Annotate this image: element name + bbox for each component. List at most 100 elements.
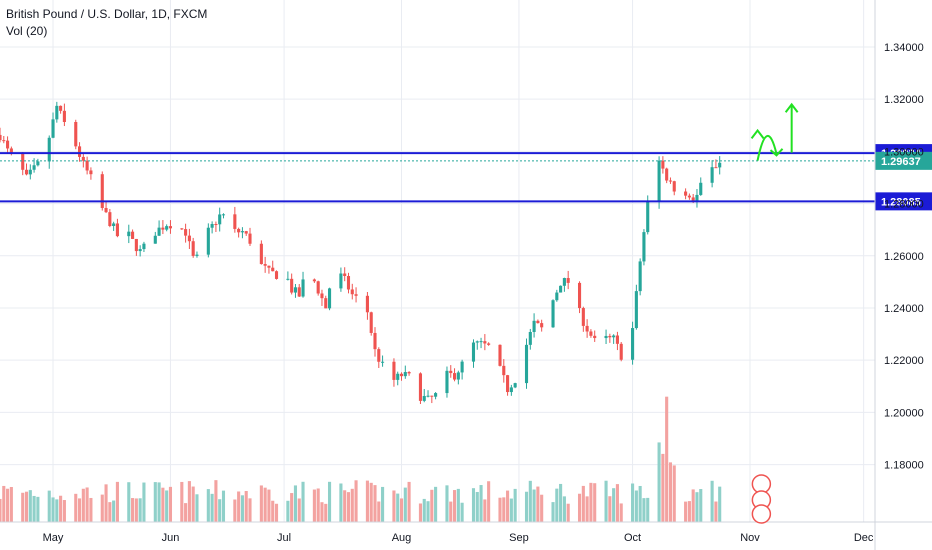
- candle-body: [47, 137, 51, 162]
- volume-bar: [290, 493, 294, 522]
- volume-bar: [604, 480, 608, 522]
- volume-bar: [631, 483, 635, 522]
- candle-body: [312, 279, 316, 282]
- price-axis[interactable]: 1.34000 1.32000 1.30000 1.28000 1.26000 1.240…: [874, 0, 924, 550]
- volume-bar: [691, 489, 695, 522]
- volume-bar: [354, 480, 358, 522]
- volume-bar: [551, 502, 555, 522]
- candle-body: [373, 332, 377, 350]
- price-tick-label: 1.28000: [884, 199, 924, 211]
- candle-body: [165, 226, 169, 230]
- candle-body: [657, 160, 661, 202]
- volume-indicator-label[interactable]: Vol (20): [6, 24, 48, 38]
- volume-bar: [221, 490, 226, 522]
- volume-bar: [399, 498, 404, 522]
- event-flag-icon[interactable]: [751, 504, 772, 524]
- volume-bar: [131, 498, 135, 522]
- candle-body: [483, 341, 487, 344]
- volume-bar: [233, 499, 237, 522]
- volume-bar: [593, 483, 597, 522]
- volume-bar: [585, 496, 589, 522]
- volume-bar: [248, 498, 252, 522]
- volume-bar: [498, 497, 502, 522]
- candle-body: [434, 393, 438, 397]
- candle-body: [271, 267, 275, 272]
- candle-body: [506, 375, 510, 393]
- volume-bar: [642, 498, 646, 522]
- volume-bar: [646, 497, 650, 522]
- volume-bar: [293, 485, 298, 522]
- volume-bar: [274, 503, 279, 522]
- volume-bar: [684, 501, 688, 522]
- volume-bar: [346, 492, 351, 522]
- candle-body: [267, 265, 271, 268]
- candle-body: [301, 279, 305, 297]
- volume-bar: [259, 485, 263, 522]
- volume-bar: [77, 498, 82, 522]
- candle-body: [418, 373, 423, 401]
- volume-bar: [452, 490, 457, 522]
- annotation-arrows: [750, 102, 799, 161]
- candle-body: [430, 395, 434, 397]
- symbol-title[interactable]: British Pound / U.S. Dollar, 1D, FXCM: [6, 7, 208, 21]
- volume-bar: [373, 485, 377, 522]
- time-axis[interactable]: May Jun Jul Aug Sep Oct Nov Dec: [0, 521, 932, 544]
- candle-body: [134, 238, 138, 252]
- candle-body: [290, 278, 294, 293]
- volume-bar: [350, 488, 354, 522]
- last-price-tag[interactable]: [875, 151, 932, 170]
- candle-body: [161, 227, 165, 230]
- volume-bar: [59, 495, 63, 522]
- volume-bar: [240, 495, 244, 522]
- volume-bar: [271, 500, 275, 522]
- candle-body: [293, 287, 298, 293]
- volume-bar: [657, 442, 661, 522]
- candle-body: [665, 168, 669, 181]
- volume-bar: [21, 492, 25, 522]
- candle-body: [339, 273, 343, 289]
- candle-body: [153, 235, 157, 244]
- volume-bar: [509, 498, 513, 522]
- volume-bar: [430, 489, 434, 522]
- candles: [0, 101, 722, 404]
- volume-bar: [581, 485, 585, 522]
- candle-body: [687, 195, 691, 198]
- candle-body: [191, 241, 195, 256]
- level-price-tag[interactable]: [875, 192, 932, 211]
- candle-body: [646, 201, 650, 233]
- volume-bar: [81, 488, 85, 522]
- price-tick-label: 1.30000: [884, 146, 924, 158]
- time-tick-label: Aug: [392, 532, 412, 544]
- volume-bar: [524, 491, 529, 522]
- candle-body: [528, 331, 532, 345]
- volume-bar: [377, 501, 381, 522]
- candle-body: [89, 170, 93, 175]
- arrow-head-up: [750, 128, 765, 139]
- volume-bar: [502, 497, 506, 522]
- candle-body: [551, 300, 555, 328]
- volume-bar: [267, 489, 271, 522]
- candle-body: [562, 278, 566, 286]
- volume-bar: [85, 487, 89, 522]
- volume-bar: [634, 490, 638, 522]
- volume-bar: [555, 488, 559, 522]
- candle-body: [381, 361, 385, 363]
- volume-bar: [513, 488, 517, 522]
- candle-body: [369, 312, 373, 333]
- events-icon[interactable]: [751, 474, 772, 524]
- price-tick-label: 1.24000: [884, 303, 924, 315]
- volume-bar: [661, 453, 665, 522]
- volume-bar: [445, 485, 449, 522]
- volume-bar: [695, 492, 699, 522]
- volume-bar: [619, 503, 623, 522]
- candle-body: [684, 191, 688, 196]
- volume-bar: [134, 498, 138, 522]
- candle-body: [100, 174, 104, 208]
- volume-bar: [403, 487, 407, 522]
- candle-body: [422, 396, 426, 401]
- candle-body: [55, 105, 59, 120]
- candle-body: [392, 361, 396, 380]
- candle-body: [577, 282, 582, 309]
